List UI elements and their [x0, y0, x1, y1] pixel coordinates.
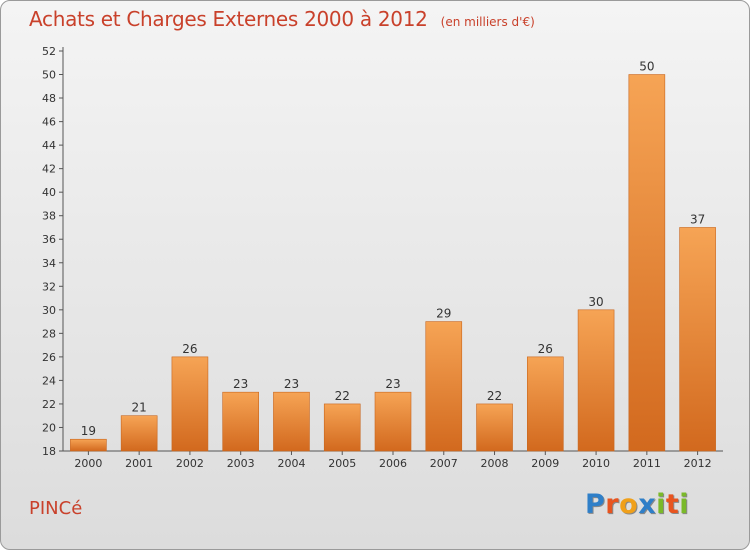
y-tick-label: 48 [42, 92, 56, 105]
bar-value-label: 30 [588, 295, 603, 309]
bar-value-label: 29 [436, 307, 451, 321]
y-tick-label: 20 [42, 421, 56, 434]
bar-value-label: 23 [284, 377, 299, 391]
bar-value-label: 21 [132, 401, 147, 415]
y-tick-label: 50 [42, 69, 56, 82]
bar-value-label: 23 [385, 377, 400, 391]
bar [222, 391, 259, 452]
bar-value-label: 22 [487, 389, 502, 403]
bar [527, 356, 564, 452]
bar [273, 391, 310, 452]
logo-letter: i [679, 489, 690, 520]
commune-name: PINCé [29, 498, 83, 519]
x-tick-label: 2001 [125, 457, 153, 470]
x-tick-label: 2012 [684, 457, 712, 470]
x-tick-label: 2006 [379, 457, 407, 470]
bar [476, 403, 513, 452]
y-tick-label: 26 [42, 351, 56, 364]
x-tick-label: 2011 [633, 457, 661, 470]
y-tick-label: 24 [42, 374, 56, 387]
bar [577, 309, 615, 452]
logo-letter: x [638, 489, 657, 520]
bar-value-label: 23 [233, 377, 248, 391]
bar [628, 74, 666, 452]
bar [679, 227, 716, 452]
y-tick-label: 28 [42, 327, 56, 340]
x-tick-label: 2008 [481, 457, 509, 470]
y-tick-label: 52 [42, 45, 56, 58]
y-tick-label: 18 [42, 445, 56, 458]
title-text: Achats et Charges Externes 2000 à 2012 [29, 7, 428, 31]
bar [374, 391, 412, 452]
x-tick-label: 2009 [531, 457, 559, 470]
y-tick-label: 44 [42, 139, 56, 152]
bar-value-label: 26 [538, 342, 553, 356]
logo-letter: i [656, 489, 666, 520]
chart-title: Achats et Charges Externes 2000 à 2012 (… [29, 7, 535, 31]
logo-letter: r [605, 489, 620, 520]
bar [323, 403, 361, 452]
logo-letter: o [619, 489, 639, 520]
x-tick-label: 2010 [582, 457, 610, 470]
y-tick-label: 32 [42, 280, 56, 293]
x-tick-label: 2007 [430, 457, 458, 470]
logo-letter: t [665, 489, 680, 520]
y-tick-label: 22 [42, 398, 56, 411]
x-tick-label: 2000 [74, 457, 102, 470]
bar-value-label: 19 [81, 424, 96, 438]
bar-value-label: 22 [335, 389, 350, 403]
x-tick-label: 2002 [176, 457, 204, 470]
x-tick-label: 2003 [227, 457, 255, 470]
bar [425, 321, 463, 452]
proxiti-logo: Proxiti [585, 489, 689, 520]
y-tick-label: 30 [42, 304, 56, 317]
bar-value-label: 50 [639, 60, 654, 74]
y-tick-label: 40 [42, 186, 56, 199]
logo-letter: P [585, 489, 606, 520]
x-tick-label: 2005 [328, 457, 356, 470]
bar-value-label: 26 [182, 342, 197, 356]
y-tick-label: 46 [42, 116, 56, 129]
unit-text: (en milliers d'€) [440, 15, 535, 29]
y-tick-label: 38 [42, 210, 56, 223]
y-tick-label: 36 [42, 233, 56, 246]
bar [171, 356, 209, 452]
bar [120, 415, 158, 452]
bar [70, 438, 107, 452]
y-tick-label: 34 [42, 257, 56, 270]
y-tick-label: 42 [42, 163, 56, 176]
x-tick-label: 2004 [277, 457, 305, 470]
bar-value-label: 37 [690, 212, 705, 226]
